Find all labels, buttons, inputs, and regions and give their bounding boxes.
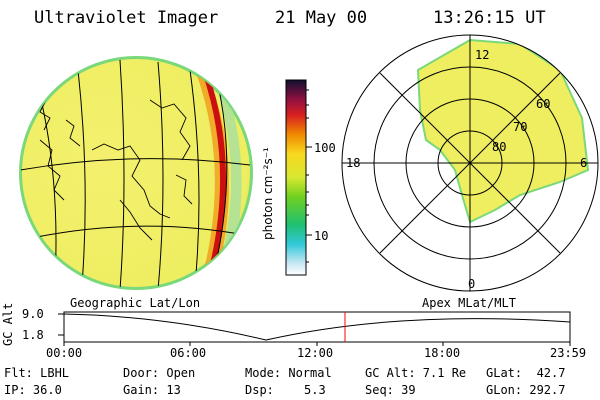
colorbar: [285, 79, 307, 276]
mlt-label-18: 18: [346, 156, 361, 170]
colorbar-unit-label: photon cm⁻²s⁻¹: [261, 147, 275, 240]
colorbar-tick-100: 100: [314, 141, 336, 155]
gain-info: Gain: 13: [123, 383, 181, 397]
instrument-title: Ultraviolet Imager: [34, 8, 219, 28]
timeline-xtick-1800: 18:00: [424, 346, 461, 360]
mlat-label-70: 70: [513, 120, 528, 134]
colorbar-ticks: [306, 89, 312, 263]
door-info: Door: Open: [123, 366, 196, 380]
time-label: 13:26:15 UT: [433, 8, 546, 28]
timeline-left-caption: Geographic Lat/Lon: [70, 296, 201, 310]
mlt-label-0: 0: [468, 277, 476, 291]
mlt-label-6: 6: [580, 156, 588, 170]
dsp-value: 5.3: [304, 383, 326, 397]
mlat-label-60: 60: [536, 97, 551, 111]
polar-plot: [341, 34, 599, 292]
dsp-label: Dsp:: [245, 383, 274, 397]
glon-info: GLon: 292.7: [486, 383, 566, 397]
filter-info: Flt: LBHL: [4, 366, 70, 380]
globe-image: [19, 56, 253, 290]
timeline-ytick-9: 9.0: [22, 307, 44, 321]
mlt-label-12: 12: [475, 48, 490, 62]
colorbar-tick-10: 10: [314, 229, 329, 243]
timeline-xtick-0600: 06:00: [170, 346, 207, 360]
ip-info: IP: 36.0: [4, 383, 62, 397]
date-label: 21 May 00: [275, 8, 368, 28]
timeline-ytick-1-8: 1.8: [22, 328, 44, 342]
seq-info: Seq: 39: [365, 383, 416, 397]
glat-info: GLat: 42.7: [486, 366, 566, 380]
mlat-label-80: 80: [492, 140, 507, 154]
mode-info: Mode: Normal: [245, 366, 332, 380]
gc-alt-info: GC Alt: 7.1 Re: [365, 366, 467, 380]
timeline-ylabel: GC Alt: [1, 302, 15, 346]
timeline-right-caption: Apex MLat/MLT: [422, 296, 516, 310]
timeline-xtick-0000: 00:00: [46, 346, 83, 360]
timeline-xtick-1200: 12:00: [297, 346, 334, 360]
timeline-panel: [58, 311, 571, 346]
timeline-xtick-2359: 23:59: [550, 346, 587, 360]
